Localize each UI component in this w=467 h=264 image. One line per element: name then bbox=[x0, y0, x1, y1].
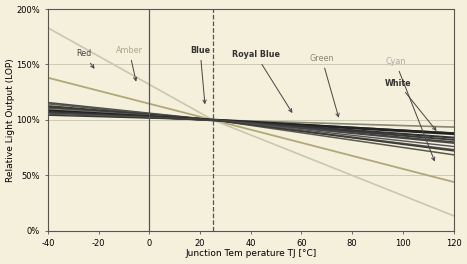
Text: Cyan: Cyan bbox=[385, 57, 435, 161]
Text: Green: Green bbox=[310, 54, 339, 117]
Text: White: White bbox=[384, 78, 436, 130]
Text: Amber: Amber bbox=[116, 46, 142, 81]
X-axis label: Junction Tem perature TJ [°C]: Junction Tem perature TJ [°C] bbox=[185, 249, 317, 258]
Text: Red: Red bbox=[76, 49, 94, 68]
Text: Blue: Blue bbox=[190, 46, 210, 103]
Text: Royal Blue: Royal Blue bbox=[232, 50, 292, 112]
Y-axis label: Relative Light Output (LOP): Relative Light Output (LOP) bbox=[6, 58, 14, 182]
